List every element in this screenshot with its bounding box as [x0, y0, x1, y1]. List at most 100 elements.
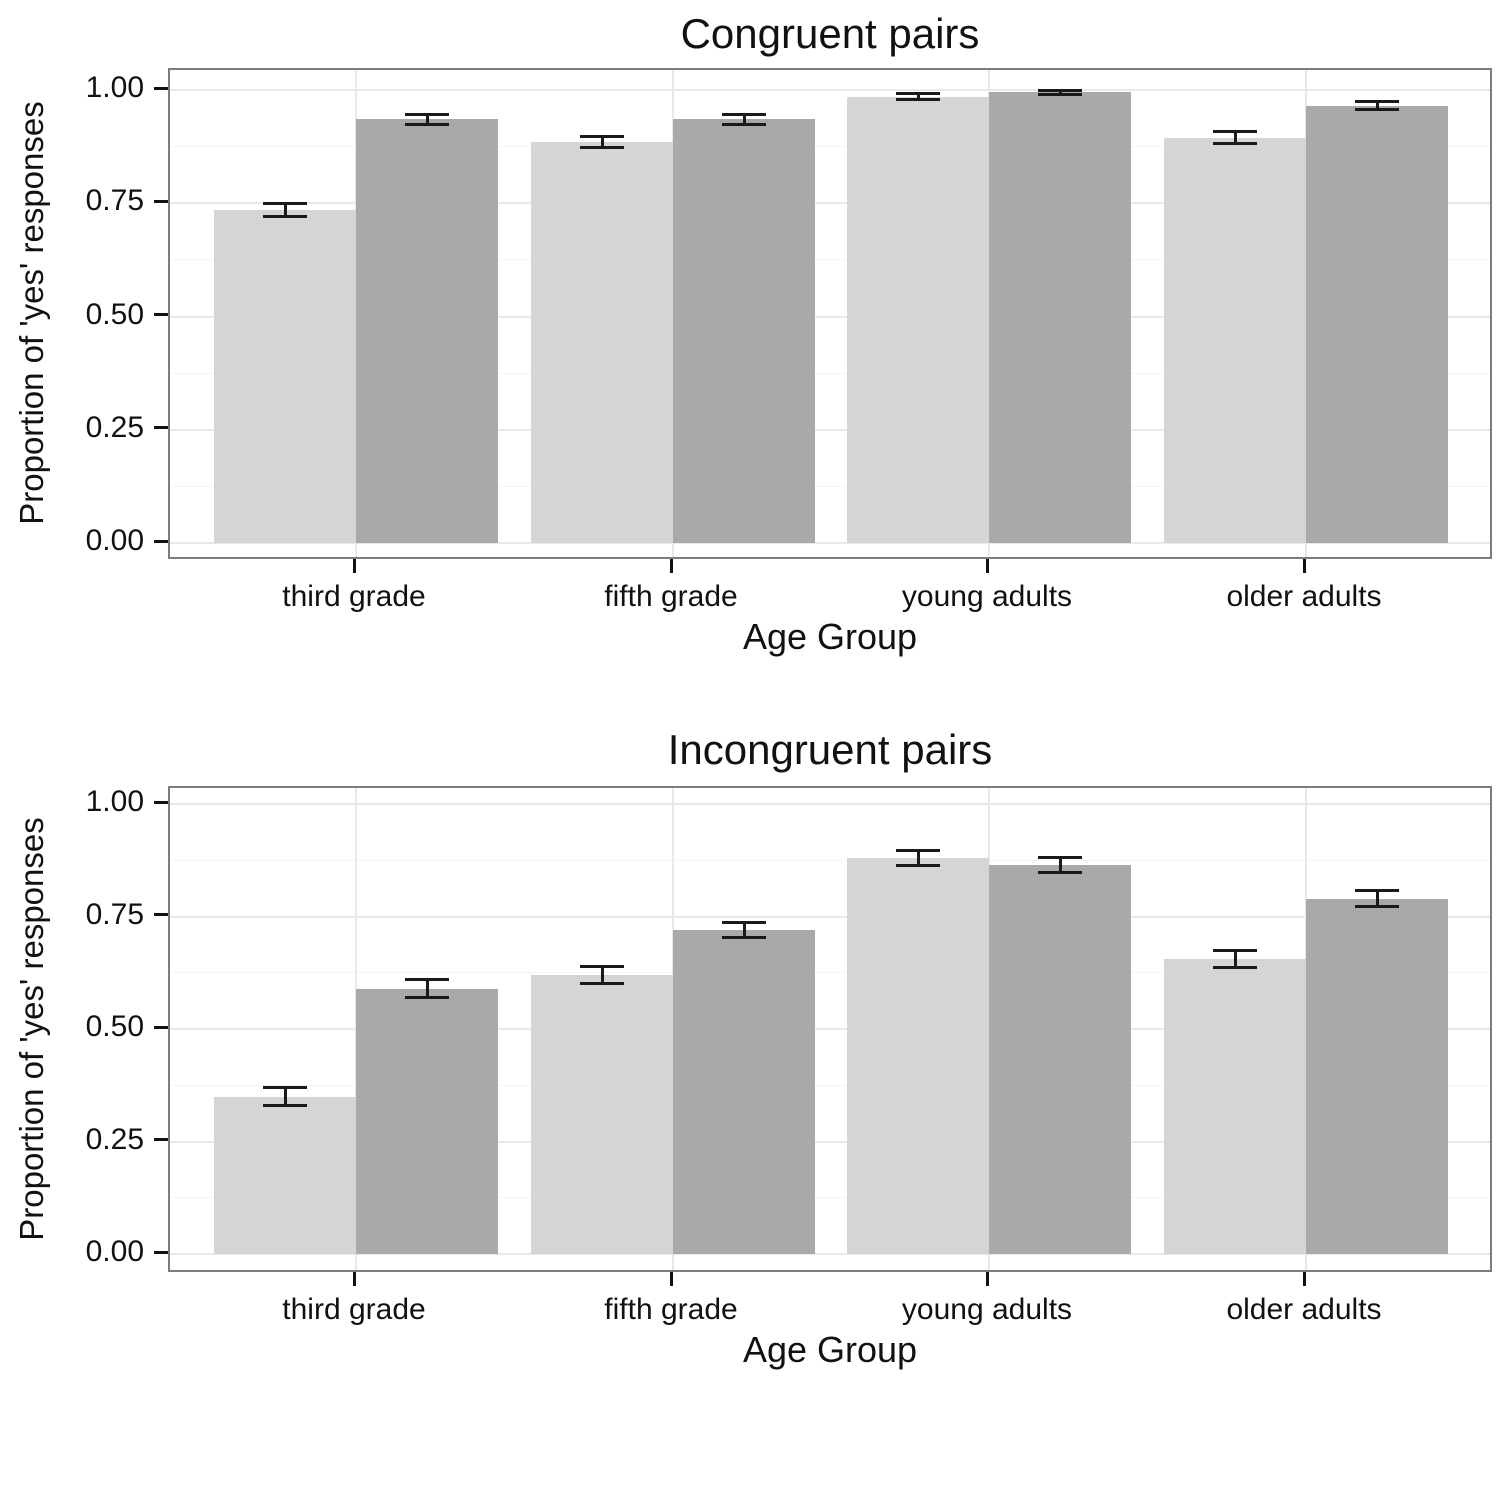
bar-female-young-adults: [847, 858, 989, 1254]
error-bar-stem: [283, 203, 287, 217]
bar-female-third-grade: [214, 1096, 356, 1254]
gridline-major: [170, 1253, 1490, 1255]
y-tick-label: 0.00: [85, 1235, 144, 1268]
y-tick-mark: [154, 1250, 168, 1254]
error-bar-cap: [896, 848, 940, 852]
x-tick-mark: [669, 559, 673, 573]
y-tick-label: 0.50: [85, 297, 144, 331]
y-tick-mark: [154, 1138, 168, 1141]
error-bar-cap: [1038, 870, 1082, 874]
gridline-minor: [170, 1084, 1490, 1086]
bar-female-young-adults: [847, 96, 989, 543]
bar-male-older-adults: [1306, 105, 1448, 543]
gridline-major: [170, 803, 1490, 805]
error-bar-cap: [896, 92, 940, 96]
y-tick-label: 0.75: [85, 184, 144, 218]
gridline-minor: [170, 972, 1490, 974]
y-tick-mark: [154, 86, 168, 90]
y-tick-label: 0.50: [85, 1010, 144, 1043]
x-tick-label: older adults: [1226, 1293, 1382, 1326]
error-bar-cap: [580, 135, 624, 139]
y-tick-label: 0.25: [85, 410, 144, 444]
x-tick-mark: [352, 1272, 356, 1286]
error-bar-stem: [425, 979, 429, 998]
legend: Target Gender (kinship term) FemaleMale: [0, 1400, 1500, 1507]
y-tick-mark: [154, 199, 168, 203]
y-tick-mark: [154, 1025, 168, 1029]
error-bar-stem: [1058, 90, 1062, 95]
gridline-major: [170, 315, 1490, 318]
x-tick-label: young adults: [901, 1293, 1073, 1326]
x-tick-mark: [985, 559, 989, 573]
error-bar-stem: [916, 93, 920, 100]
y-tick-label: 0.75: [85, 897, 144, 931]
x-axis-title-congruent: Age Group: [742, 616, 918, 657]
x-tick-label: young adults: [901, 580, 1073, 613]
gridline-major: [170, 89, 1490, 91]
y-tick-label: 0.25: [85, 1122, 144, 1156]
error-bar-cap: [1213, 966, 1257, 970]
error-bar-stem: [742, 922, 746, 938]
error-bar-cap: [263, 201, 307, 205]
gridline-minor: [170, 859, 1490, 861]
error-bar-cap: [722, 935, 766, 939]
error-bar-cap: [722, 112, 766, 116]
error-bar-cap: [1355, 100, 1399, 104]
error-bar-cap: [1213, 130, 1257, 134]
y-tick-label: 1.00: [85, 71, 144, 104]
error-bar-cap: [1038, 88, 1082, 92]
error-bar-cap: [1038, 855, 1082, 859]
gridline-major: [170, 915, 1490, 918]
x-axis-title-incongruent: Age Group: [742, 1329, 918, 1370]
x-tick-label: third grade: [282, 580, 426, 613]
error-bar-cap: [1355, 108, 1399, 112]
x-tick-mark: [352, 559, 356, 573]
bar-male-young-adults: [989, 92, 1131, 543]
bar-female-older-adults: [1164, 137, 1306, 543]
x-tick-mark: [1302, 1272, 1306, 1286]
y-tick-mark: [154, 539, 168, 543]
bar-female-third-grade: [214, 210, 356, 543]
error-bar-cap: [1038, 92, 1082, 96]
gridline-minor: [170, 146, 1490, 148]
error-bar-cap: [722, 122, 766, 126]
bar-female-older-adults: [1164, 959, 1306, 1254]
chart-title-congruent: Congruent pairs: [680, 10, 980, 57]
plot-panel-incongruent: [168, 786, 1492, 1272]
error-bar-cap: [1213, 141, 1257, 145]
y-tick-mark: [154, 313, 168, 316]
x-tick-mark: [1302, 559, 1306, 573]
gridline-minor: [170, 259, 1490, 261]
gridline-minor: [170, 372, 1490, 374]
error-bar-cap: [580, 146, 624, 150]
error-bar-cap: [263, 1086, 307, 1090]
bar-male-young-adults: [989, 864, 1131, 1254]
error-bar-cap: [263, 1103, 307, 1107]
error-bar-cap: [405, 978, 449, 982]
gridline-major: [170, 1028, 1490, 1030]
gridline-minor: [170, 485, 1490, 487]
error-bar-stem: [1375, 890, 1379, 907]
x-tick-label: fifth grade: [604, 1293, 738, 1326]
y-tick-label: 0.00: [85, 524, 144, 557]
error-bar-cap: [896, 98, 940, 102]
bar-female-fifth-grade: [531, 142, 673, 543]
error-bar-stem: [1375, 101, 1379, 110]
error-bar-cap: [896, 864, 940, 868]
error-bar-stem: [283, 1087, 287, 1106]
error-bar-cap: [405, 123, 449, 127]
y-tick-label: 1.00: [85, 785, 144, 818]
error-bar-cap: [405, 995, 449, 999]
error-bar-cap: [1213, 949, 1257, 953]
x-tick-label: fifth grade: [604, 580, 738, 613]
error-bar-cap: [1355, 905, 1399, 909]
gridline-major: [170, 428, 1490, 431]
bar-male-third-grade: [356, 988, 498, 1254]
error-bar-cap: [1355, 888, 1399, 892]
error-bar-cap: [580, 981, 624, 985]
error-bar-stem: [742, 114, 746, 125]
bar-male-older-adults: [1306, 898, 1448, 1254]
x-tick-label: older adults: [1226, 580, 1382, 613]
error-bar-stem: [916, 850, 920, 866]
error-bar-cap: [580, 965, 624, 969]
